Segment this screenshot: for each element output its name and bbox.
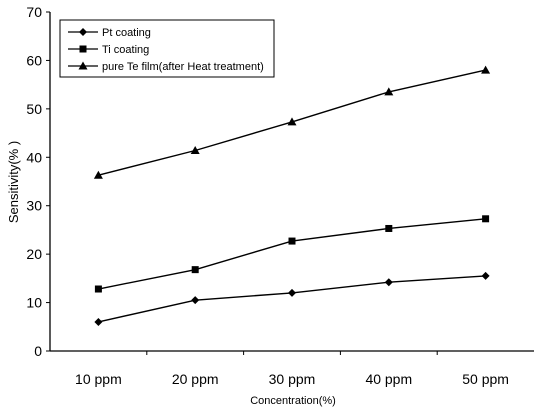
data-point [385, 225, 392, 232]
y-tick-label: 50 [26, 101, 42, 117]
x-tick-label: 20 ppm [172, 371, 219, 387]
data-point [482, 215, 489, 222]
data-point [191, 296, 199, 304]
y-axis-title: Sensitivity(% ) [6, 141, 21, 223]
legend-label: Pt coating [102, 27, 151, 39]
legend-label: Ti coating [102, 44, 149, 56]
legend-marker [80, 46, 87, 53]
x-axis-ticks: 10 ppm 20 ppm 30 ppm 40 ppm 50 ppm [75, 351, 509, 387]
x-tick-label: 10 ppm [75, 371, 122, 387]
y-tick-label: 40 [26, 149, 42, 165]
data-point [385, 278, 393, 286]
series-triangle [94, 66, 490, 179]
data-point [288, 289, 296, 297]
data-point [192, 266, 199, 273]
legend: Pt coating Ti coating pure Te film(after H… [60, 20, 274, 77]
x-tick-label: 50 ppm [462, 371, 509, 387]
series-square [95, 215, 489, 292]
y-tick-label: 0 [34, 343, 42, 359]
y-tick-label: 60 [26, 52, 42, 68]
series-diamond [94, 272, 489, 326]
data-point [482, 272, 490, 280]
y-tick-label: 20 [26, 246, 42, 262]
data-point [94, 318, 102, 326]
data-point [289, 238, 296, 245]
data-point [95, 286, 102, 293]
y-tick-label: 10 [26, 295, 42, 311]
y-axis-ticks: 0 10 20 30 40 50 60 70 [26, 4, 50, 359]
legend-label: pure Te film(after Heat treatment) [102, 61, 264, 73]
series-layer [94, 66, 490, 326]
series-line [98, 219, 485, 289]
y-tick-label: 70 [26, 4, 42, 20]
y-tick-label: 30 [26, 198, 42, 214]
x-tick-label: 30 ppm [269, 371, 316, 387]
data-point [481, 66, 490, 74]
x-axis-title: Concentration(%) [250, 395, 336, 407]
series-line [98, 276, 485, 322]
x-tick-label: 40 ppm [365, 371, 412, 387]
